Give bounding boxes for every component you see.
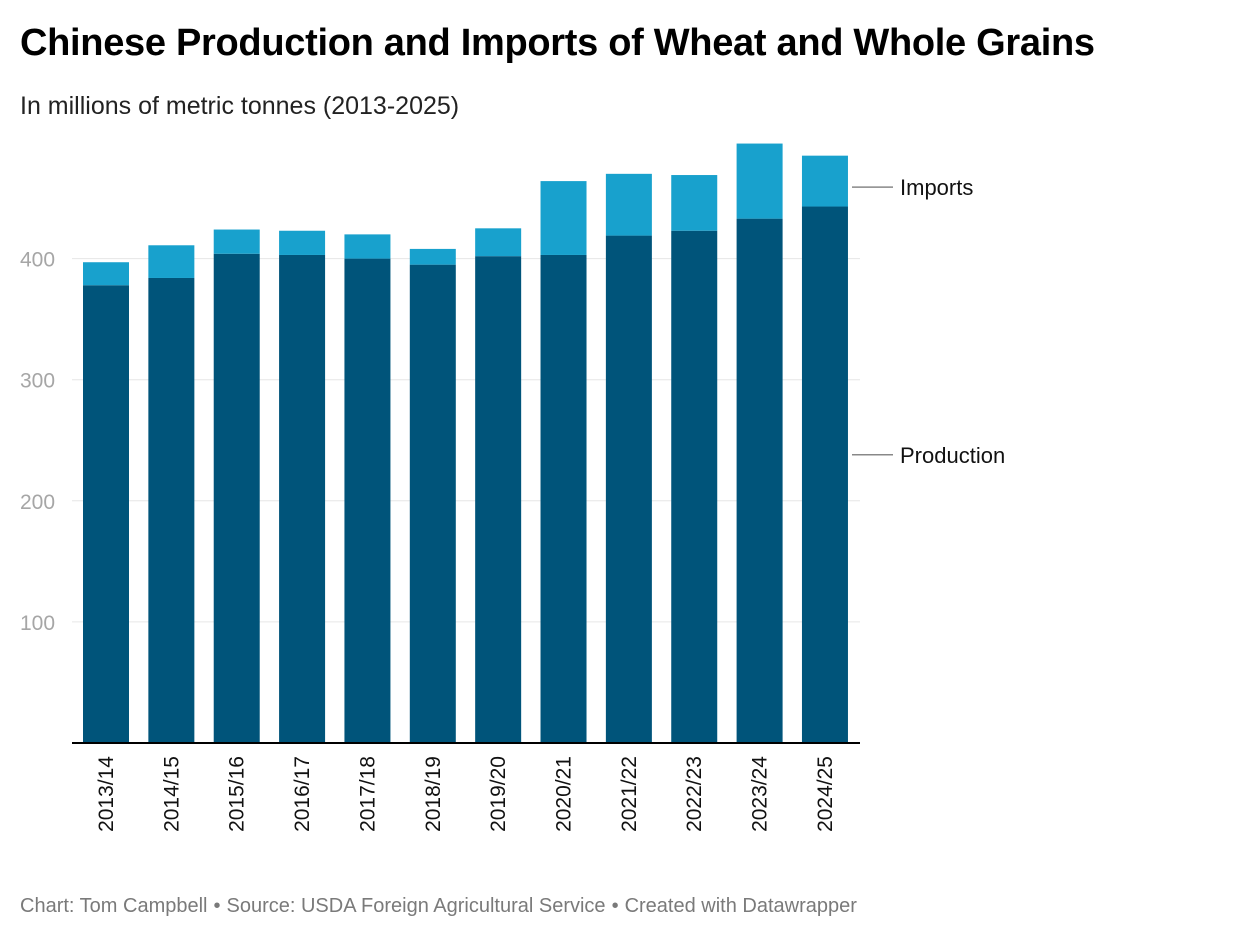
footer-source: Source: USDA Foreign Agricultural Servic…: [226, 895, 606, 917]
bar-production: [540, 254, 587, 744]
footer-separator: •: [213, 895, 221, 917]
bar-imports: [671, 175, 718, 231]
x-tick-label: 2018/19: [422, 756, 445, 832]
x-tick-label: 2013/14: [95, 756, 118, 832]
bar-production: [605, 235, 652, 743]
bar-imports: [344, 234, 391, 259]
bar-imports: [605, 173, 652, 236]
x-tick-label: 2024/25: [814, 756, 837, 832]
bar-imports: [83, 262, 129, 286]
bar-production: [213, 253, 260, 744]
series-label-production: Production: [900, 443, 1005, 468]
y-tick-label: 300: [20, 370, 55, 393]
bar-imports: [213, 229, 260, 254]
x-tick-label: 2016/17: [291, 756, 314, 832]
x-tick-label: 2014/15: [160, 756, 183, 832]
series-label-imports: Imports: [900, 175, 973, 200]
bar-imports: [736, 143, 783, 219]
bar-production: [279, 254, 326, 744]
x-tick-label: 2022/23: [683, 756, 706, 832]
x-tick-label: 2019/20: [487, 756, 510, 832]
chart-subtitle: In millions of metric tonnes (2013-2025): [20, 92, 460, 120]
footer-created-with: Created with Datawrapper: [624, 895, 857, 917]
x-tick-label: 2023/24: [749, 756, 772, 832]
bar-imports: [475, 228, 522, 257]
bar-imports: [279, 230, 326, 255]
bar-production: [148, 277, 195, 743]
x-tick-label: 2017/18: [356, 756, 379, 832]
y-tick-label: 100: [20, 612, 55, 635]
y-tick-label: 400: [20, 249, 55, 272]
bar-production: [83, 285, 129, 743]
y-tick-label: 200: [20, 491, 55, 514]
chart-footer: Chart: Tom Campbell • Source: USDA Foreign…: [20, 895, 857, 918]
chart-title: Chinese Production and Imports of Wheat …: [20, 22, 1095, 64]
bar-production: [344, 258, 391, 743]
bar-production: [409, 264, 456, 743]
footer-separator: •: [611, 895, 619, 917]
bar-imports: [540, 181, 587, 255]
x-tick-label: 2021/22: [618, 756, 641, 832]
bar-imports: [409, 248, 456, 265]
bar-production: [475, 256, 522, 743]
bar-imports: [148, 245, 195, 278]
footer-credit: Chart: Tom Campbell: [20, 895, 208, 917]
bar-production: [736, 218, 783, 744]
x-tick-label: 2020/21: [553, 756, 576, 832]
bar-imports: [801, 155, 848, 207]
x-tick-label: 2015/16: [226, 756, 249, 832]
bar-production: [801, 206, 848, 744]
bar-production: [671, 230, 718, 743]
